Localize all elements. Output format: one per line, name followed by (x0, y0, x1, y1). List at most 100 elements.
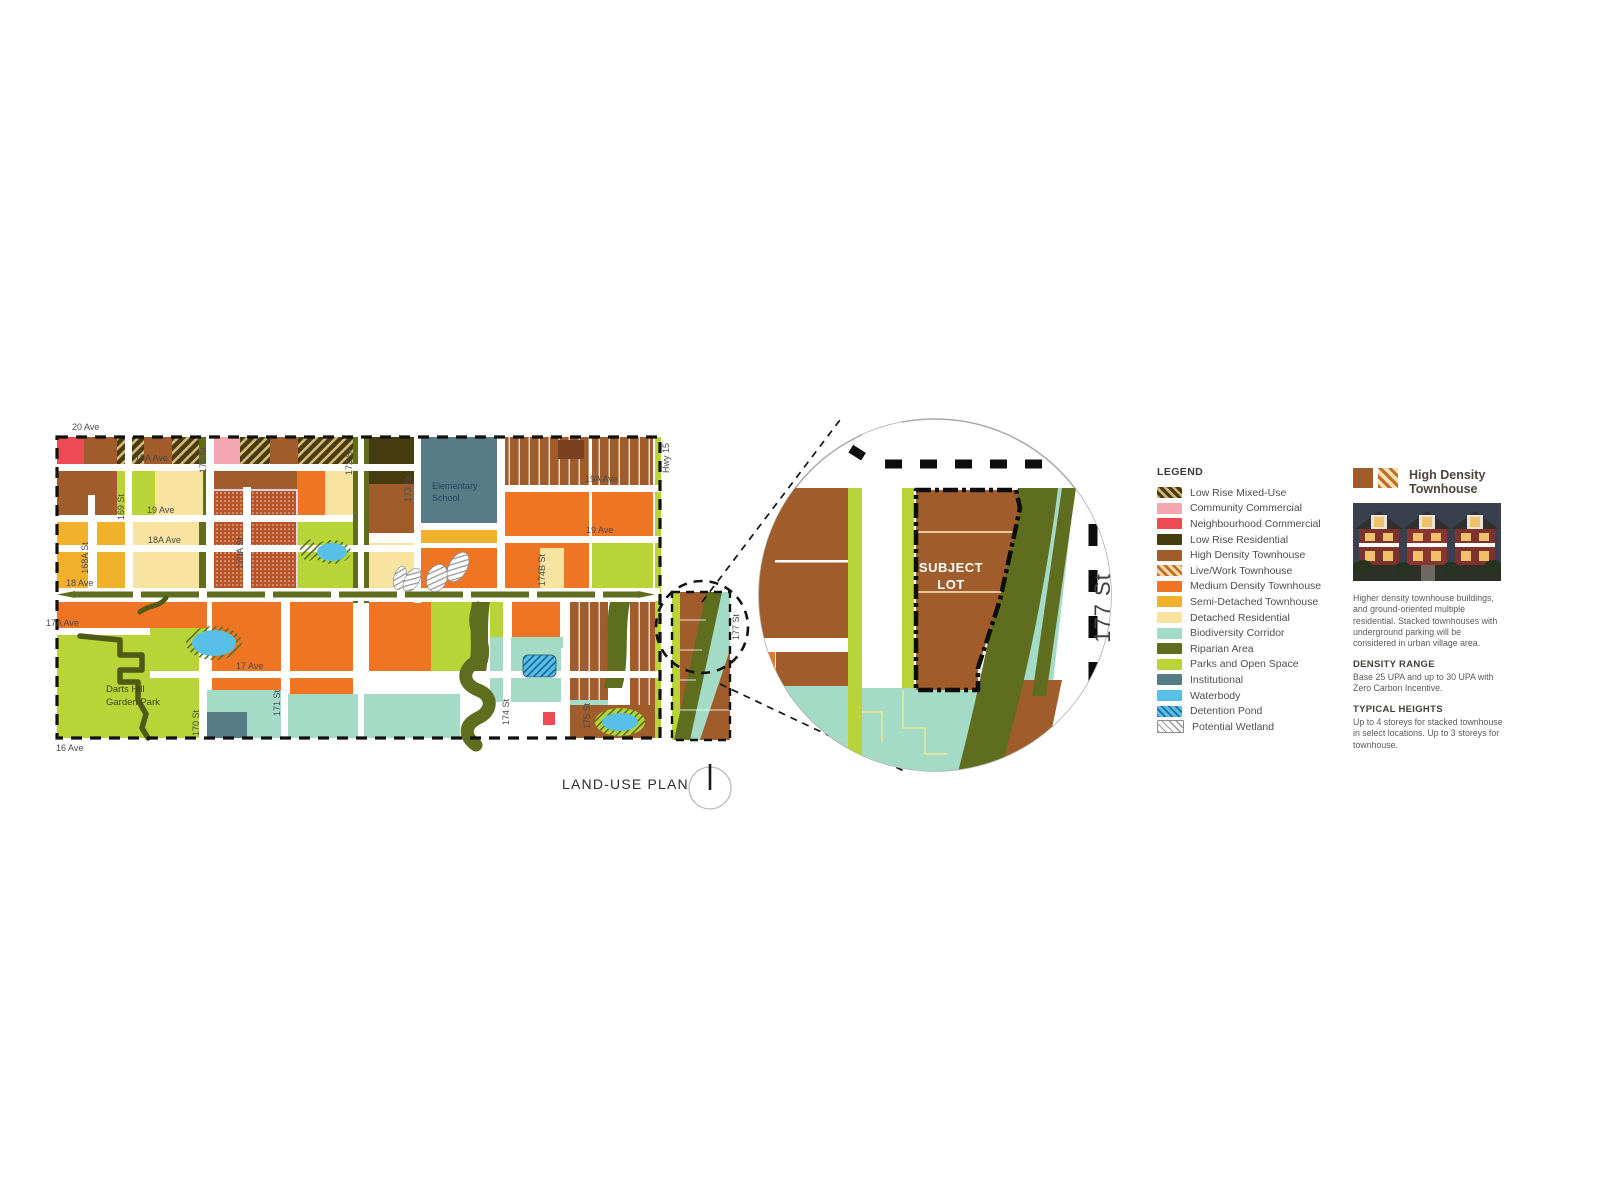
st-label: 175 St (582, 702, 592, 729)
legend: LEGEND Low Rise Mixed-Use Community Comm… (1157, 466, 1342, 735)
hwy-label: Hwy 15 (661, 443, 671, 473)
panel-description: Higher density townhouse buildings, and … (1353, 592, 1498, 649)
legend-item-label: Semi-Detached Townhouse (1190, 595, 1319, 608)
land-use-map: SUBJECT LOT 177 St 20 Ave 19A Ave 19 Ave… (40, 418, 1115, 810)
subject-lot-label: SUBJECT (919, 560, 983, 575)
legend-item: Neighbourhood Commercial (1157, 516, 1342, 532)
ave-label: 18 Ave (66, 578, 93, 588)
legend-swatch-low-rise-residential (1157, 534, 1182, 546)
legend-item: Potential Wetland (1157, 719, 1342, 735)
legend-item-label: Riparian Area (1190, 642, 1254, 655)
st-label: 171 St (272, 689, 282, 716)
plan-boundary (55, 435, 662, 740)
st-label: 168 St (40, 676, 42, 703)
page-title: LAND-USE PLAN (562, 776, 689, 792)
high-density-townhouse-panel: High Density Townhouse Higher density to… (1353, 468, 1505, 751)
detention-pond (522, 654, 557, 678)
legend-swatch-institutional (1157, 674, 1182, 686)
ave-label: 20 Ave (72, 422, 99, 432)
legend-heading: LEGEND (1157, 466, 1204, 478)
ave-label: 17 Ave (236, 661, 263, 671)
potential-wetland (393, 551, 470, 593)
map-labels: 20 Ave 19A Ave 19 Ave 18A Ave 18 Ave 17A… (40, 422, 741, 753)
legend-swatch-detention-pond (1157, 705, 1182, 717)
st-label: 173 St (403, 475, 413, 502)
legend-item: Biodiversity Corridor (1157, 625, 1342, 641)
school-label2: School (432, 493, 460, 503)
inset-street-label: 177 St (1090, 573, 1115, 643)
legend-item: Low Rise Residential (1157, 532, 1342, 548)
legend-item: Detention Pond (1157, 703, 1342, 719)
legend-swatch-semi-detached-townhouse (1157, 596, 1182, 608)
legend-item: Waterbody (1157, 688, 1342, 704)
legend-item-label: Parks and Open Space (1190, 658, 1299, 671)
legend-item: High Density Townhouse (1157, 547, 1342, 563)
school-label: Elementary (432, 481, 478, 491)
ave-label: 18A Ave (148, 535, 181, 545)
legend-item: Live/Work Townhouse (1157, 563, 1342, 579)
park-label2: Garden Park (106, 697, 160, 708)
legend-swatch-riparian-area (1157, 643, 1182, 655)
legend-item-label: Detached Residential (1190, 611, 1290, 624)
legend-item: Detached Residential (1157, 610, 1342, 626)
legend-item-label: Institutional (1190, 673, 1244, 686)
legend-item: Riparian Area (1157, 641, 1342, 657)
st-label: 169 St (116, 493, 126, 520)
legend-swatch-biodiversity-corridor (1157, 627, 1182, 639)
st-label: 170A St (235, 537, 245, 569)
subject-lot-label2: LOT (937, 577, 965, 592)
legend-item-label: High Density Townhouse (1190, 549, 1306, 562)
legend-item-label: Waterbody (1190, 689, 1241, 702)
legend-item-label: Detention Pond (1190, 705, 1263, 718)
typical-heights-heading: TYPICAL HEIGHTS (1353, 703, 1443, 715)
ave-label: 17A Ave (46, 618, 79, 628)
ave-label: 16 Ave (56, 743, 83, 753)
legend-swatch-waterbody (1157, 690, 1182, 702)
legend-swatch-detached-residential (1157, 612, 1182, 624)
panel-title: High Density Townhouse (1409, 468, 1486, 497)
zoom-inset: SUBJECT LOT 177 St (758, 418, 1115, 772)
legend-swatch-potential-wetland (1157, 720, 1184, 734)
legend-item: Medium Density Townhouse (1157, 579, 1342, 595)
ave-label: 19A Ave (135, 453, 168, 463)
density-range-heading: DENSITY RANGE (1353, 658, 1435, 670)
park-label: Darts Hill (106, 684, 145, 695)
density-range-text: Base 25 UPA and up to 30 UPA with Zero C… (1353, 671, 1494, 694)
st-label: 170 St (198, 446, 208, 473)
legend-swatch-medium-density-townhouse (1157, 580, 1182, 592)
legend-item-label: Neighbourhood Commercial (1190, 517, 1321, 530)
legend-item-label: Low Rise Residential (1190, 533, 1289, 546)
panel-swatch-solid (1353, 468, 1373, 488)
st-label: 174B St (537, 553, 547, 586)
north-arrow (688, 764, 732, 810)
st-label: 170 St (191, 709, 201, 736)
st-label: 177 St (731, 613, 741, 640)
st-label: 174 St (501, 698, 511, 725)
legend-item-label: Community Commercial (1190, 502, 1303, 515)
legend-swatch-community-commercial (1157, 502, 1182, 514)
legend-item-label: Medium Density Townhouse (1190, 580, 1322, 593)
panel-swatch-hatched (1378, 468, 1398, 488)
legend-item-label: Potential Wetland (1192, 720, 1275, 733)
townhouse-photo (1353, 502, 1502, 581)
ave-label: 19A Ave (585, 474, 618, 484)
legend-item: Parks and Open Space (1157, 657, 1342, 673)
legend-item: Low Rise Mixed-Use (1157, 485, 1342, 501)
legend-swatch-neighbourhood-commercial (1157, 518, 1182, 530)
ave-label: 19 Ave (147, 505, 174, 515)
legend-item: Semi-Detached Townhouse (1157, 594, 1342, 610)
legend-item-label: Biodiversity Corridor (1190, 627, 1285, 640)
st-label: 172 St (344, 448, 354, 475)
st-label: 168A St (80, 542, 90, 574)
legend-swatch-live-work-townhouse (1157, 565, 1182, 577)
typical-heights-text: Up to 4 storeys for stacked townhouse in… (1353, 716, 1503, 750)
legend-swatch-low-rise-mixed-use (1157, 487, 1182, 499)
legend-swatch-parks-open-space (1157, 658, 1182, 670)
legend-item-label: Live/Work Townhouse (1190, 564, 1293, 577)
subject-lot (913, 487, 1023, 693)
legend-swatch-high-density-townhouse (1157, 549, 1182, 561)
subject-strip (654, 579, 750, 742)
legend-item: Community Commercial (1157, 501, 1342, 517)
legend-item-label: Low Rise Mixed-Use (1190, 486, 1287, 499)
